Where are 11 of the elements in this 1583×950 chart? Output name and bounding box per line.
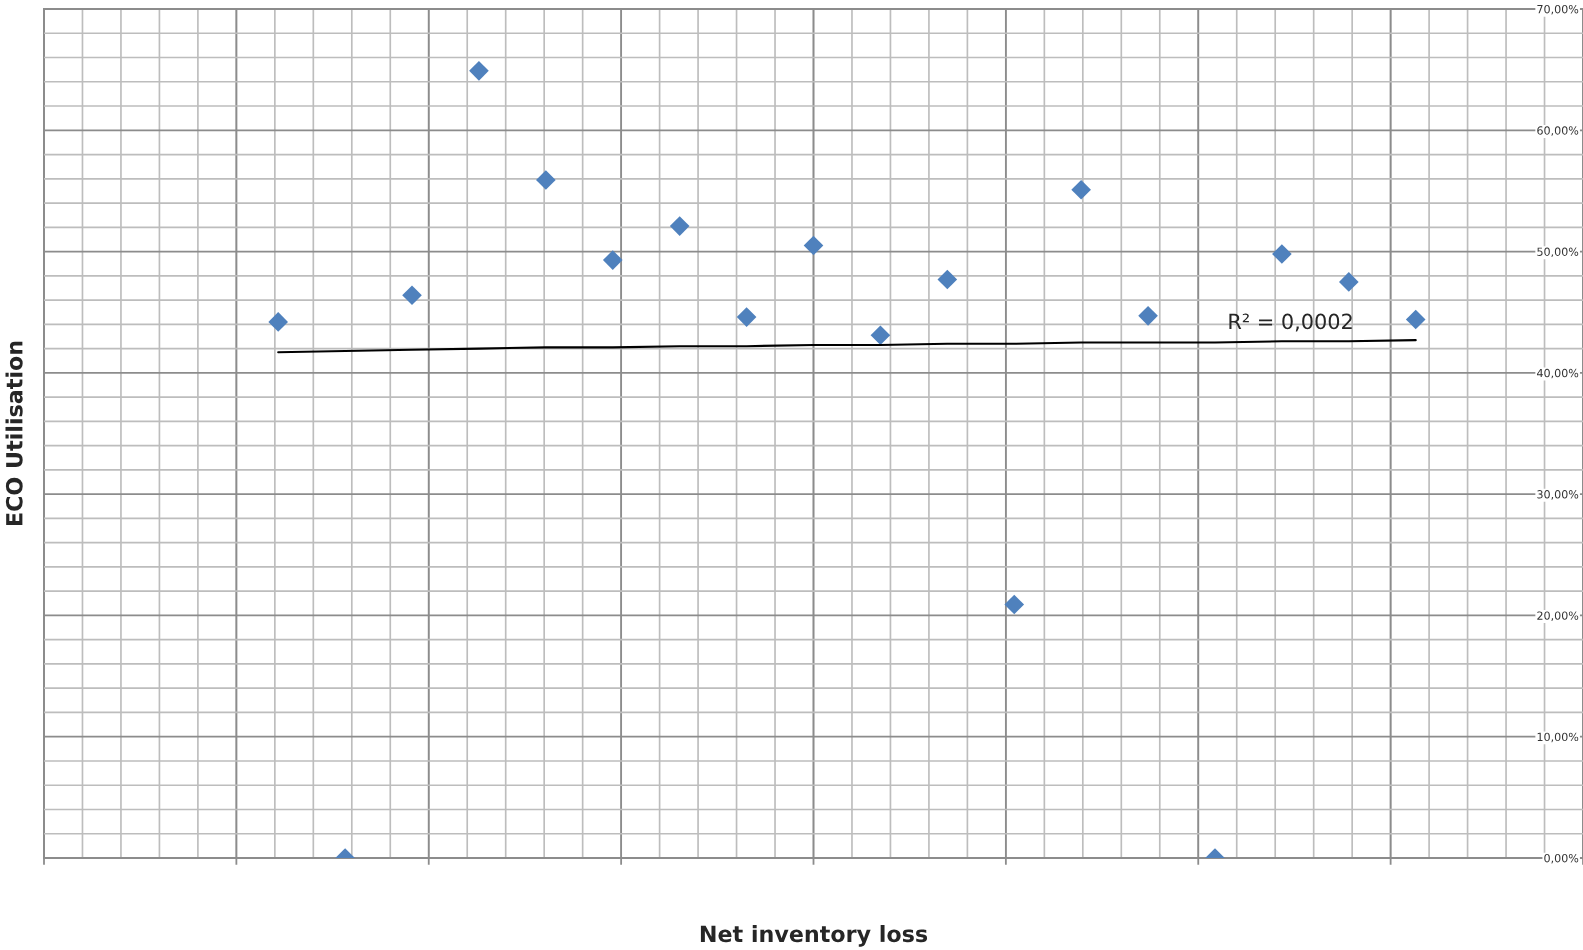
- y-tick-label: 50,00%: [1537, 247, 1579, 258]
- y-tick-label: 10,00%: [1537, 732, 1579, 743]
- y-tick-label: 60,00%: [1537, 126, 1579, 136]
- y-tick-label: 30,00%: [1537, 490, 1579, 500]
- y-tick-label: 0,00%: [1544, 853, 1579, 864]
- y-tick-label: 70,00%: [1537, 4, 1579, 15]
- annotation: R² = 0,0002: [1229, 313, 1352, 332]
- x-axis-title: Net inventory loss: [700, 925, 928, 947]
- y-tick-label: 20,00%: [1537, 611, 1579, 621]
- text: ECO Utilisation: [5, 341, 23, 526]
- y-tick-label: 40,00%: [1537, 368, 1579, 379]
